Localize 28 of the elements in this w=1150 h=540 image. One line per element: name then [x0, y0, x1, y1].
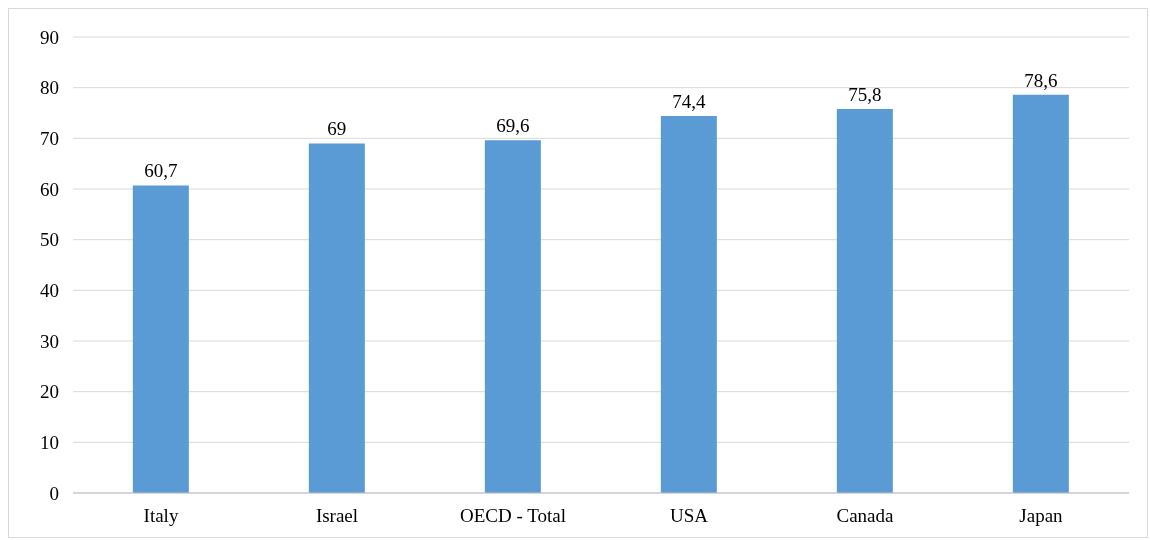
x-tick-label: Italy — [143, 505, 179, 527]
bar — [132, 185, 189, 493]
y-tick-label: 50 — [40, 229, 59, 251]
x-tick-label: Canada — [836, 505, 895, 527]
data-label: 75,8 — [848, 83, 882, 105]
data-label: 60,7 — [144, 160, 178, 182]
y-tick-label: 90 — [40, 26, 59, 48]
x-tick-label: Japan — [1019, 505, 1064, 527]
data-label: 69 — [327, 118, 347, 140]
bar — [836, 108, 893, 493]
data-label: 78,6 — [1024, 69, 1058, 91]
y-tick-label: 0 — [49, 482, 59, 504]
y-tick-label: 40 — [40, 280, 59, 302]
y-tick-label: 30 — [40, 330, 59, 352]
data-label: 69,6 — [496, 115, 530, 137]
y-tick-label: 10 — [40, 432, 59, 454]
x-tick-label: OECD - Total — [460, 505, 566, 527]
bar — [660, 116, 717, 493]
data-label: 74,4 — [672, 91, 706, 113]
y-tick-label: 60 — [40, 178, 59, 200]
bar — [308, 143, 365, 493]
y-tick-label: 70 — [40, 128, 59, 150]
x-tick-label: Israel — [315, 505, 359, 527]
x-tick-label: USA — [669, 505, 709, 527]
bar — [1012, 94, 1069, 493]
y-tick-label: 80 — [40, 77, 59, 99]
y-tick-label: 20 — [40, 381, 59, 403]
bar — [484, 140, 541, 493]
